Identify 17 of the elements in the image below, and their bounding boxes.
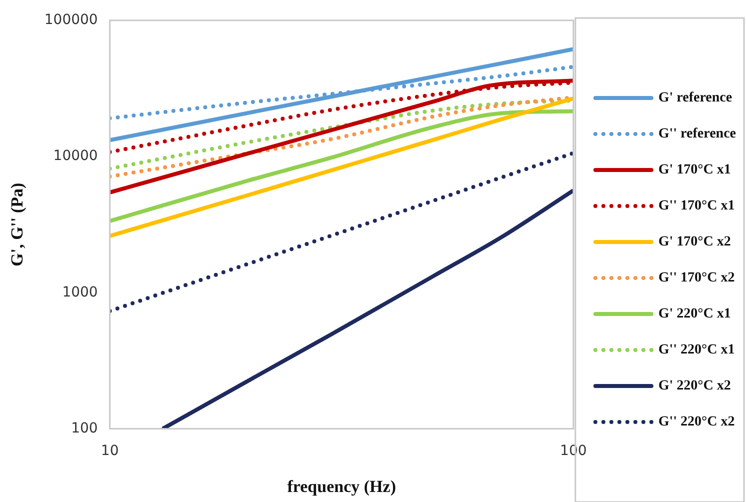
y-tick-label: 100000 — [44, 12, 98, 28]
x-tick-label: 10 — [100, 442, 119, 459]
legend-label: G' 170°C x1 — [658, 162, 731, 178]
y-tick-label: 1000 — [62, 284, 98, 300]
legend-label: G'' reference — [658, 126, 736, 142]
legend-label: G' 220°C x1 — [658, 306, 731, 322]
legend-label: G'' 170°C x2 — [658, 270, 735, 286]
legend-label: G'' 220°C x1 — [658, 342, 735, 358]
y-tick-label: 100 — [71, 420, 98, 436]
x-axis-title: frequency (Hz) — [287, 477, 396, 496]
y-axis-title: G', G'' (Pa) — [8, 182, 27, 266]
legend-label: G' reference — [658, 90, 732, 106]
legend-label: G' 220°C x2 — [658, 378, 731, 394]
legend-label: G'' 170°C x1 — [658, 198, 735, 214]
legend-label: G' 170°C x2 — [658, 234, 731, 250]
legend-label: G'' 220°C x2 — [658, 414, 735, 430]
y-tick-label: 10000 — [53, 148, 98, 164]
